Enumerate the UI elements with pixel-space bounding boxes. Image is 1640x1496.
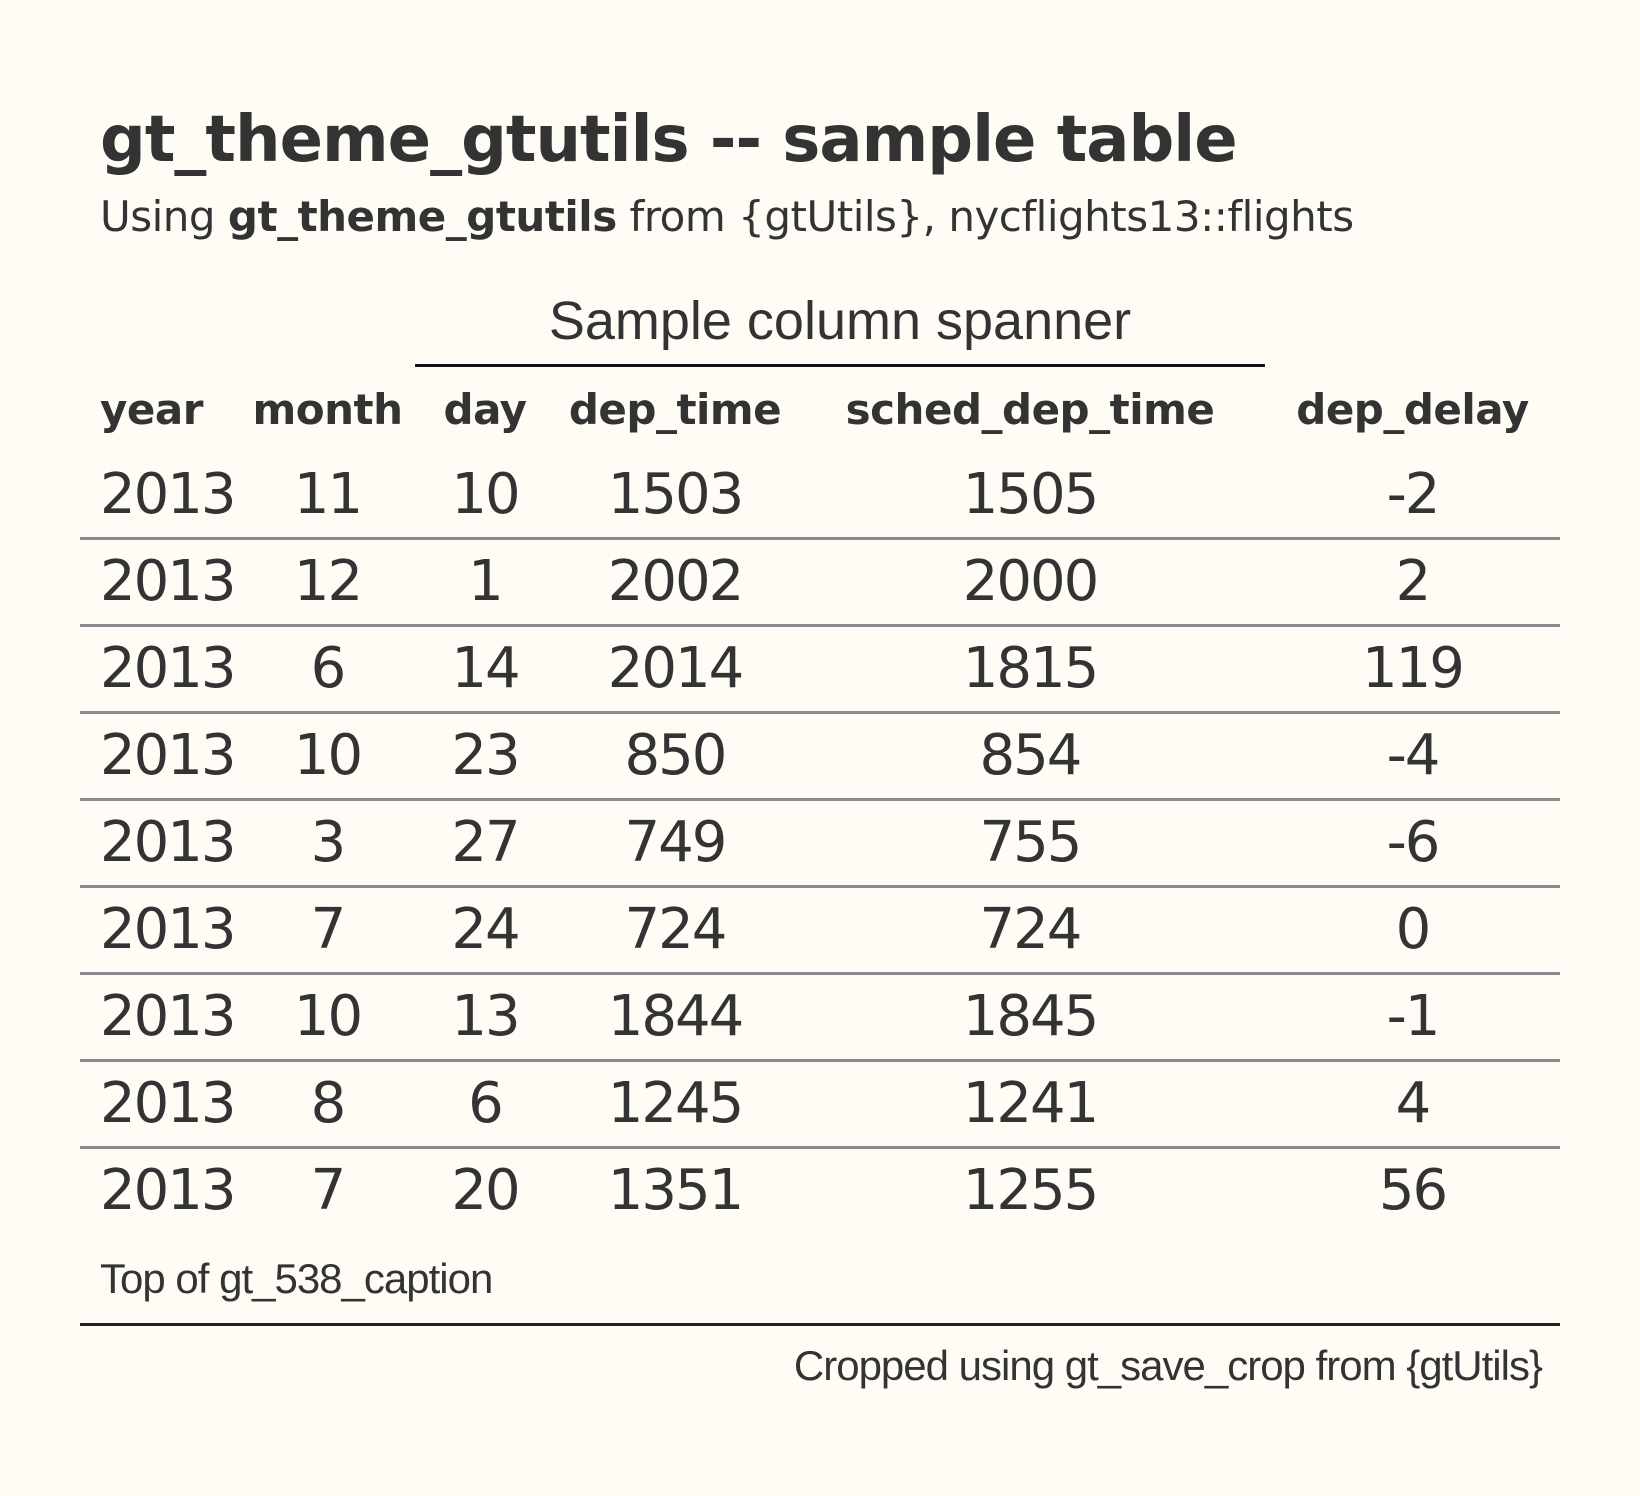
column-header-dep-time: dep_time <box>568 385 782 435</box>
cell-sched-dep-time: 2000 <box>795 536 1265 626</box>
cell-dep-time: 1245 <box>555 1058 795 1148</box>
table-row: 2013 11 10 1503 1505 -2 <box>80 453 1560 539</box>
table-title: gt_theme_gtutils -- sample table <box>100 103 1238 177</box>
cell-dep-time: 2002 <box>555 536 795 626</box>
footer-divider <box>80 1322 1560 1326</box>
cell-year: 2013 <box>80 536 240 626</box>
cell-year: 2013 <box>80 623 240 713</box>
cell-dep-time: 850 <box>555 710 795 800</box>
subtitle-suffix: from {gtUtils}, nycflights13::flights <box>616 192 1355 241</box>
table-row: 2013 3 27 749 755 -6 <box>80 797 1560 887</box>
cell-dep-delay: -2 <box>1386 462 1441 528</box>
cell-month: 8 <box>240 1058 415 1148</box>
cell-dep-delay: 119 <box>1265 623 1560 713</box>
cell-dep-time: 1503 <box>607 462 745 528</box>
cell-month: 7 <box>240 1145 415 1233</box>
cell-year: 2013 <box>80 1058 240 1148</box>
cell-sched-dep-time: 1815 <box>795 623 1265 713</box>
cell-dep-delay: 56 <box>1265 1145 1560 1233</box>
column-spanner: Sample column spanner <box>415 275 1265 367</box>
cell-year: 2013 <box>80 1145 240 1233</box>
cell-dep-delay: -6 <box>1265 797 1560 887</box>
cell-day: 20 <box>415 1145 555 1233</box>
table-container: gt_theme_gtutils -- sample table Using g… <box>80 100 1560 1390</box>
cell-year: 2013 <box>80 797 240 887</box>
cell-month: 11 <box>293 462 363 528</box>
table-row: 2013 12 1 2002 2000 2 <box>80 536 1560 626</box>
cell-day: 1 <box>415 536 555 626</box>
cell-month: 7 <box>240 884 415 974</box>
table-row: 2013 10 23 850 854 -4 <box>80 710 1560 800</box>
cell-sched-dep-time: 1255 <box>795 1145 1265 1233</box>
cell-dep-delay: -1 <box>1265 971 1560 1061</box>
cell-day: 6 <box>415 1058 555 1148</box>
cell-sched-dep-time: 724 <box>795 884 1265 974</box>
cell-sched-dep-time: 755 <box>795 797 1265 887</box>
cell-dep-delay: -4 <box>1265 710 1560 800</box>
cell-day: 14 <box>415 623 555 713</box>
column-header-row: year month day dep_time sched_dep_time d… <box>80 367 1560 453</box>
cell-year: 2013 <box>80 971 240 1061</box>
cell-day: 24 <box>415 884 555 974</box>
table-row: 2013 10 13 1844 1845 -1 <box>80 971 1560 1061</box>
cell-day: 10 <box>451 462 520 528</box>
cell-sched-dep-time: 1505 <box>962 462 1100 528</box>
cell-month: 3 <box>240 797 415 887</box>
cell-month: 12 <box>240 536 415 626</box>
cell-sched-dep-time: 854 <box>795 710 1265 800</box>
column-header-year: year <box>100 385 203 435</box>
cell-day: 27 <box>415 797 555 887</box>
cell-dep-delay: 4 <box>1265 1058 1560 1148</box>
cell-month: 6 <box>240 623 415 713</box>
column-header-month: month <box>252 385 404 435</box>
column-header-sched-dep-time: sched_dep_time <box>845 385 1215 435</box>
cell-dep-time: 2014 <box>555 623 795 713</box>
cell-dep-time: 1844 <box>555 971 795 1061</box>
cell-dep-delay: 0 <box>1265 884 1560 974</box>
cell-day: 23 <box>415 710 555 800</box>
source-note: Cropped using gt_save_crop from {gtUtils… <box>793 1341 1543 1389</box>
spanner-label: Sample column spanner <box>415 290 1265 367</box>
data-table: Sample column spanner year month day dep… <box>80 275 1560 1233</box>
column-header-dep-delay: dep_delay <box>1296 385 1529 435</box>
cell-dep-time: 724 <box>555 884 795 974</box>
subtitle-prefix: Using <box>100 192 228 241</box>
spanner-row: Sample column spanner <box>80 275 1560 367</box>
table-row: 2013 7 24 724 724 0 <box>80 884 1560 974</box>
cell-dep-time: 749 <box>555 797 795 887</box>
table-row: 2013 7 20 1351 1255 56 <box>80 1145 1560 1233</box>
cell-dep-time: 1351 <box>555 1145 795 1233</box>
cell-month: 10 <box>240 710 415 800</box>
cell-sched-dep-time: 1845 <box>795 971 1265 1061</box>
cell-dep-delay: 2 <box>1265 536 1560 626</box>
table-row: 2013 6 14 2014 1815 119 <box>80 623 1560 713</box>
table-caption: Top of gt_538_caption <box>100 1254 493 1302</box>
cell-month: 10 <box>240 971 415 1061</box>
subtitle-bold: gt_theme_gtutils <box>227 192 617 241</box>
table-subtitle: Using gt_theme_gtutils from {gtUtils}, n… <box>100 190 1560 245</box>
cell-year: 2013 <box>80 884 240 974</box>
cell-year: 2013 <box>100 462 237 528</box>
column-header-day: day <box>443 385 528 435</box>
cell-day: 13 <box>415 971 555 1061</box>
cell-sched-dep-time: 1241 <box>795 1058 1265 1148</box>
cell-year: 2013 <box>80 710 240 800</box>
table-row: 2013 8 6 1245 1241 4 <box>80 1058 1560 1148</box>
